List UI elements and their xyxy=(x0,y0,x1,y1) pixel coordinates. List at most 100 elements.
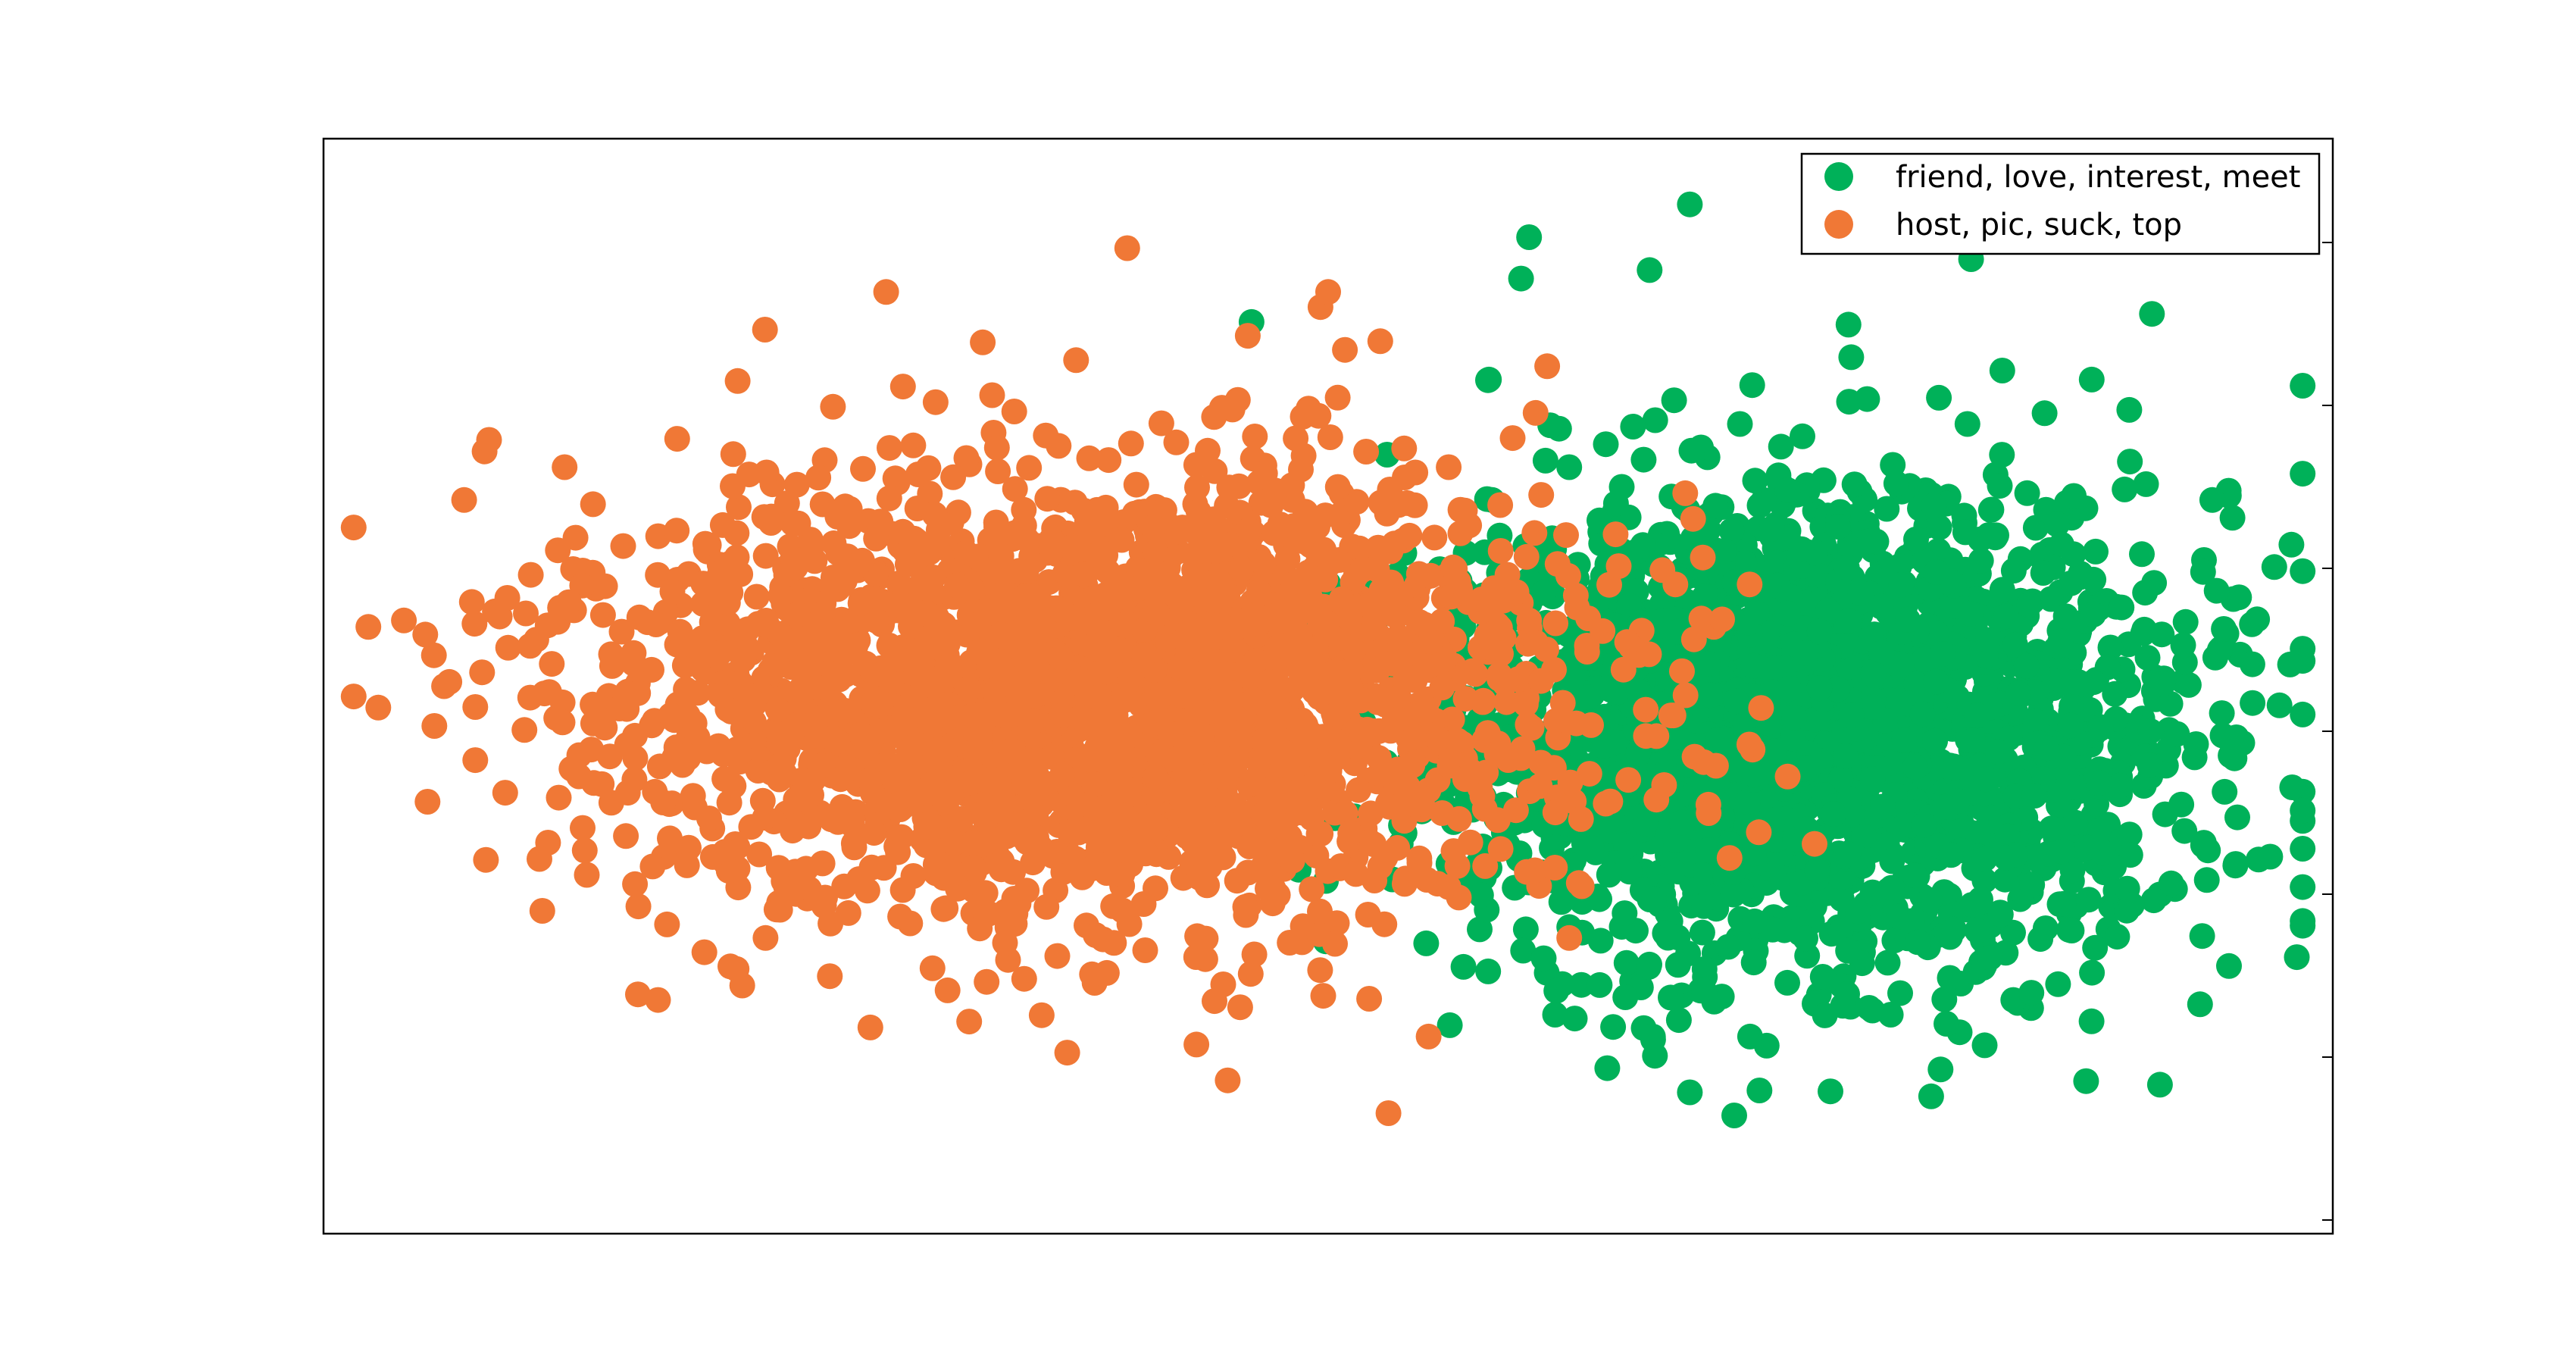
scatter-point xyxy=(1130,891,1157,917)
scatter-point xyxy=(1080,633,1106,659)
scatter-point xyxy=(1224,868,1250,894)
scatter-point xyxy=(494,585,521,611)
scatter-point xyxy=(1199,587,1225,613)
scatter-point xyxy=(837,505,864,532)
scatter-point xyxy=(1021,682,1048,709)
scatter-point xyxy=(1709,606,1735,633)
scatter-point xyxy=(1523,629,1549,655)
scatter-point xyxy=(1578,834,1605,861)
scatter-point xyxy=(2078,366,2105,393)
scatter-point xyxy=(1429,674,1455,701)
scatter-point xyxy=(930,896,957,922)
scatter-point xyxy=(1691,956,1718,982)
scatter-point xyxy=(1764,549,1790,576)
scatter-point xyxy=(1391,435,1418,461)
scatter-point xyxy=(817,963,843,990)
scatter-point xyxy=(1123,471,1149,498)
scatter-point xyxy=(1835,311,1862,338)
scatter-point xyxy=(2146,1071,2173,1098)
scatter-point xyxy=(1632,810,1658,837)
scatter-point xyxy=(1473,759,1499,786)
scatter-point xyxy=(1847,580,1874,606)
scatter-point xyxy=(1989,358,2015,383)
scatter-point xyxy=(786,712,812,737)
scatter-point xyxy=(1145,601,1171,627)
scatter-point xyxy=(340,515,367,541)
scatter-point xyxy=(724,736,751,762)
scatter-point xyxy=(1630,532,1656,558)
scatter-point xyxy=(885,839,911,865)
scatter-point xyxy=(1093,494,1119,521)
scatter-point xyxy=(1612,900,1638,927)
scatter-point xyxy=(1781,704,1808,730)
scatter-point xyxy=(1568,806,1594,832)
scatter-point xyxy=(2073,1068,2099,1094)
scatter-point xyxy=(1168,652,1195,679)
scatter-point xyxy=(1605,553,1632,580)
scatter-point xyxy=(2038,815,2065,842)
scatter-point xyxy=(1290,593,1316,619)
scatter-point xyxy=(983,677,1009,703)
scatter-point xyxy=(1033,893,1060,920)
scatter-point xyxy=(707,682,733,709)
scatter-point xyxy=(796,813,822,840)
scatter-point xyxy=(1356,986,1383,1012)
scatter-point xyxy=(2149,671,2176,697)
scatter-point xyxy=(1596,862,1622,888)
scatter-point xyxy=(1163,746,1190,773)
scatter-point xyxy=(1587,971,1613,998)
scatter-point xyxy=(1718,518,1745,544)
scatter-point xyxy=(2222,852,2249,879)
scatter-point xyxy=(1402,791,1428,818)
scatter-point xyxy=(978,799,1005,825)
scatter-point xyxy=(736,461,762,488)
scatter-point xyxy=(1512,691,1539,718)
scatter-point xyxy=(1483,740,1510,767)
scatter-point xyxy=(792,856,819,882)
scatter-point xyxy=(1079,961,1105,987)
scatter-point xyxy=(979,382,1005,408)
scatter-point xyxy=(2005,680,2032,706)
scatter-point xyxy=(1078,856,1105,882)
scatter-point xyxy=(1590,733,1617,759)
scatter-point xyxy=(1593,431,1619,458)
scatter-point xyxy=(1895,606,1921,633)
scatter-point xyxy=(1540,755,1567,781)
scatter-point xyxy=(716,790,742,816)
scatter-point xyxy=(905,461,931,487)
scatter-point xyxy=(1324,701,1350,727)
scatter-point xyxy=(1184,923,1211,949)
scatter-point xyxy=(970,831,996,858)
scatter-point xyxy=(1642,407,1668,433)
scatter-point xyxy=(639,853,666,880)
scatter-point xyxy=(1720,881,1746,908)
scatter-point xyxy=(832,662,858,688)
scatter-point xyxy=(1563,710,1590,737)
scatter-point xyxy=(1028,1002,1055,1028)
scatter-point xyxy=(1071,561,1097,587)
scatter-point xyxy=(820,393,846,420)
scatter-point xyxy=(784,602,811,627)
scatter-point xyxy=(1299,876,1325,903)
scatter-point xyxy=(1047,644,1074,671)
scatter-point xyxy=(2058,570,2084,596)
scatter-point xyxy=(2117,449,2143,475)
scatter-point xyxy=(2062,668,2088,695)
scatter-point xyxy=(1002,476,1028,502)
scatter-point xyxy=(685,680,711,706)
scatter-point xyxy=(1435,874,1462,900)
scatter-point xyxy=(1249,855,1275,881)
scatter-point xyxy=(1715,934,1742,960)
scatter-point xyxy=(1612,984,1639,1010)
scatter-point xyxy=(580,710,606,737)
scatter-point xyxy=(2000,919,2026,946)
scatter-point xyxy=(529,898,555,924)
scatter-point xyxy=(1132,937,1158,963)
scatter-point xyxy=(1096,447,1122,474)
scatter-point xyxy=(1324,384,1351,411)
scatter-point xyxy=(1652,920,1678,946)
scatter-point xyxy=(793,546,820,572)
scatter-point xyxy=(1492,671,1518,697)
scatter-point xyxy=(1353,439,1380,465)
scatter-point xyxy=(1413,698,1440,724)
